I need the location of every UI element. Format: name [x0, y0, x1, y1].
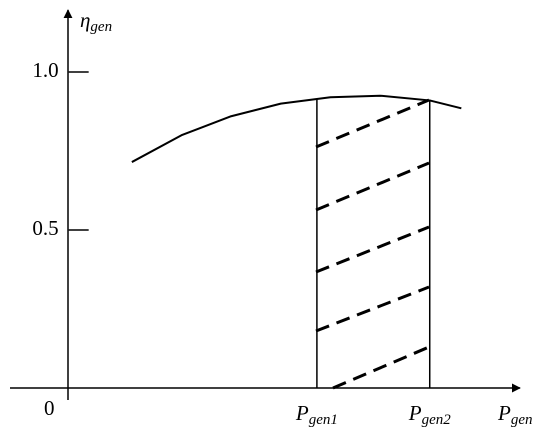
x-tick-symbol: P [295, 401, 309, 425]
x-tick-subscript: gen2 [422, 412, 452, 428]
x-tick-symbol: P [408, 401, 422, 425]
y-axis-label: ηgen [80, 8, 112, 36]
hatch [315, 98, 430, 390]
curve [131, 94, 462, 163]
x-tick-subscript: gen1 [309, 412, 338, 428]
origin-label: 0 [44, 396, 55, 420]
y-tick-label: 1.0 [32, 58, 58, 82]
x-tick-label: Pgen1 [295, 401, 338, 429]
y-tick-label: 0.5 [32, 216, 58, 240]
x-tick-label: Pgen2 [408, 401, 451, 429]
x-axis-label: Pgen [497, 401, 533, 429]
